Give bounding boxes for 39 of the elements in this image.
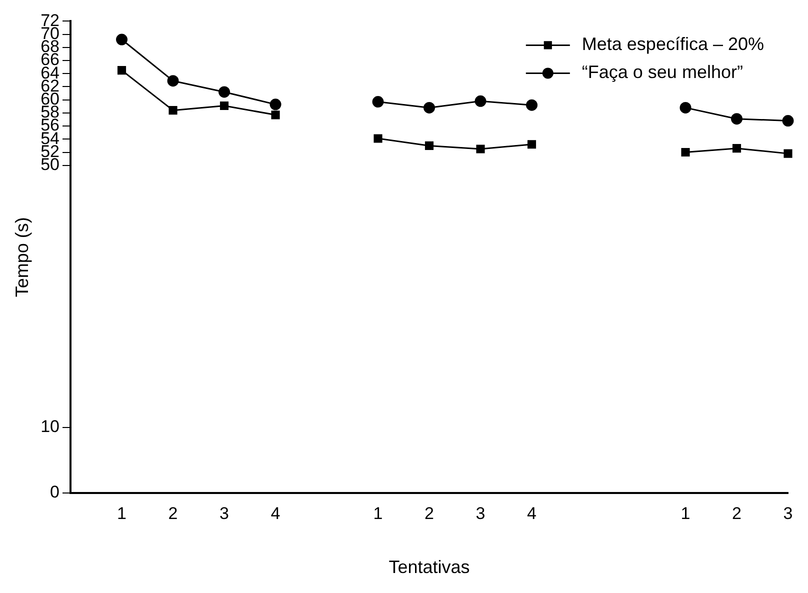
point <box>270 98 282 110</box>
y-axis-title: Tempo (s) <box>12 217 32 298</box>
y-tick-label: 0 <box>50 482 60 502</box>
point <box>117 66 126 75</box>
point <box>374 134 382 143</box>
point <box>782 115 794 127</box>
point <box>681 148 690 157</box>
y-tick-label: 10 <box>40 417 60 436</box>
x-tick-label: 3 <box>783 504 793 523</box>
x-tick-label: 3 <box>476 504 486 523</box>
point <box>372 96 384 108</box>
x-tick-label: 2 <box>168 504 178 523</box>
x-tick-label: 4 <box>270 504 280 523</box>
x-tick-label: 4 <box>527 504 536 523</box>
point <box>680 102 692 114</box>
point <box>527 140 536 149</box>
point <box>424 141 434 150</box>
x-tick-label: 3 <box>220 504 229 523</box>
point <box>732 144 742 153</box>
legend-label: Meta específica – 20% <box>582 34 764 54</box>
point <box>731 113 742 125</box>
point <box>116 34 128 46</box>
point <box>220 101 229 110</box>
point <box>474 95 486 107</box>
x-tick-label: 2 <box>424 504 434 523</box>
x-axis-title: Tentativas <box>388 557 470 578</box>
point <box>476 144 485 154</box>
point <box>526 99 538 111</box>
point <box>167 75 179 87</box>
point <box>168 106 178 115</box>
x-tick-label: 1 <box>373 504 383 523</box>
point <box>271 110 280 120</box>
point <box>424 102 436 114</box>
legend-label: “Faça o seu melhor” <box>582 62 743 82</box>
point <box>218 86 230 98</box>
x-tick-label: 2 <box>732 504 742 523</box>
x-tick-label: 1 <box>117 504 126 523</box>
point <box>784 149 792 158</box>
x-tick-label: 1 <box>680 504 690 523</box>
